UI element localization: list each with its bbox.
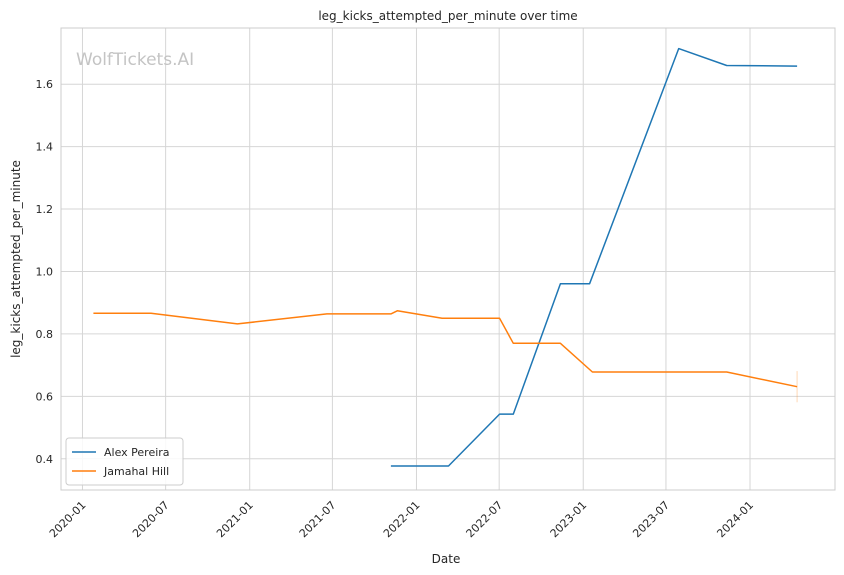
x-tick-label: 2023-07 — [630, 499, 672, 541]
legend-label-jamahal-hill: Jamahal Hill — [103, 465, 169, 478]
x-tick-label: 2024-01 — [714, 499, 756, 541]
y-tick-label: 1.0 — [36, 265, 54, 278]
grid — [61, 28, 835, 490]
watermark: WolfTickets.AI — [76, 50, 194, 70]
y-tick-label: 0.4 — [36, 453, 54, 466]
x-tick-label: 2021-07 — [297, 499, 339, 541]
y-tick-label: 1.4 — [36, 141, 54, 154]
x-tick-label: 2023-01 — [548, 499, 590, 541]
x-tick-label: 2022-07 — [464, 499, 506, 541]
x-axis-title: Date — [432, 552, 461, 566]
series-line-alex-pereira — [390, 47, 798, 467]
x-tick-label: 2022-01 — [381, 499, 423, 541]
x-tick-label: 2020-07 — [130, 499, 172, 541]
y-tick-label: 0.6 — [36, 390, 54, 403]
series-line-jamahal-hill — [93, 310, 798, 388]
legend-label-alex-pereira: Alex Pereira — [104, 446, 170, 459]
y-tick-label: 1.2 — [36, 203, 54, 216]
legend-box — [65, 437, 184, 486]
y-axis-title: leg_kicks_attempted_per_minute — [9, 160, 23, 358]
y-tick-label: 1.6 — [36, 78, 54, 91]
legend: Alex Pereira Jamahal Hill — [65, 437, 184, 486]
series-layer — [93, 47, 798, 467]
chart-title: leg_kicks_attempted_per_minute over time — [318, 9, 577, 23]
x-tick-label: 2021-01 — [214, 499, 256, 541]
plot-frame — [60, 27, 836, 491]
x-tick-label: 2020-01 — [47, 499, 89, 541]
y-tick-label: 0.8 — [36, 328, 54, 341]
